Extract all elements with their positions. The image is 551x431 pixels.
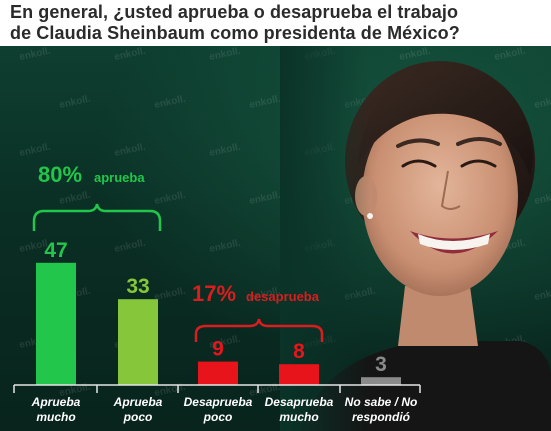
watermark-text: enkoll. xyxy=(493,46,526,63)
title-band: En general, ¿usted aprueba o desaprueba … xyxy=(0,0,551,46)
category-label: poco xyxy=(123,410,153,424)
watermark-text: enkoll. xyxy=(533,94,551,111)
bar-value-label: 8 xyxy=(293,340,305,363)
bar-value-label: 3 xyxy=(375,353,387,376)
watermark-text: enkoll. xyxy=(153,190,186,207)
category-label: respondió xyxy=(352,410,410,424)
watermark-text: enkoll. xyxy=(208,46,241,63)
chart-stage: enkoll. enkoll. enkoll. enkoll. enkoll. enkol… xyxy=(0,46,551,431)
watermark-text: enkoll. xyxy=(208,142,241,159)
category-label: Desaprueba xyxy=(265,395,334,409)
x-axis: ApruebamuchoApruebapocoDesapruebapocoDes… xyxy=(13,384,421,424)
bar-value-label: 33 xyxy=(126,275,149,298)
watermark-text: enkoll. xyxy=(208,238,241,255)
category-label: Desaprueba xyxy=(184,395,253,409)
category-label: mucho xyxy=(36,410,75,424)
watermark-text: enkoll. xyxy=(113,46,146,63)
watermark-text: enkoll. xyxy=(248,190,281,207)
disapprove-group-percent: 17% xyxy=(192,281,236,306)
approve-group: 80% aprueba xyxy=(32,162,162,231)
disapprove-bracket xyxy=(194,318,324,342)
watermark-text: enkoll. xyxy=(113,238,146,255)
watermark-text: enkoll. xyxy=(248,94,281,111)
watermark-text: enkoll. xyxy=(18,46,51,63)
bar-value-label: 9 xyxy=(212,338,224,361)
watermark-text: enkoll. xyxy=(58,190,91,207)
bar xyxy=(361,377,401,385)
disapprove-group-label: desaprueba xyxy=(246,289,320,304)
approve-group-label: aprueba xyxy=(94,170,145,185)
category-label: No sabe / No xyxy=(345,395,418,409)
watermark-text: enkoll. xyxy=(58,94,91,111)
bars-layer: 47 33 9 8 3 xyxy=(36,239,401,385)
watermark-text: enkoll. xyxy=(153,94,186,111)
bar-value-label: 47 xyxy=(44,239,67,262)
category-label: Aprueba xyxy=(113,395,163,409)
watermark-text: enkoll. xyxy=(398,46,431,63)
bar xyxy=(118,299,158,385)
watermark-text: enkoll. xyxy=(153,286,186,303)
chart-svg: enkoll. enkoll. enkoll. enkoll. enkoll. enkol… xyxy=(13,46,551,431)
watermark-text: enkoll. xyxy=(113,142,146,159)
category-label: Aprueba xyxy=(31,395,81,409)
watermark-text: enkoll. xyxy=(533,286,551,303)
watermark-text: enkoll. xyxy=(18,142,51,159)
category-label: mucho xyxy=(279,410,318,424)
disapprove-group: 17% desaprueba xyxy=(192,281,324,342)
approve-group-percent: 80% xyxy=(38,162,82,187)
watermark-text: enkoll. xyxy=(533,190,551,207)
approve-bracket xyxy=(32,203,162,231)
bar xyxy=(198,361,238,385)
category-label: poco xyxy=(203,410,233,424)
chart-title-line-2: de Claudia Sheinbaum como presidenta de … xyxy=(10,23,460,43)
bar xyxy=(36,262,76,385)
chart-title-line-1: En general, ¿usted aprueba o desaprueba … xyxy=(10,2,459,22)
bar xyxy=(279,364,319,385)
